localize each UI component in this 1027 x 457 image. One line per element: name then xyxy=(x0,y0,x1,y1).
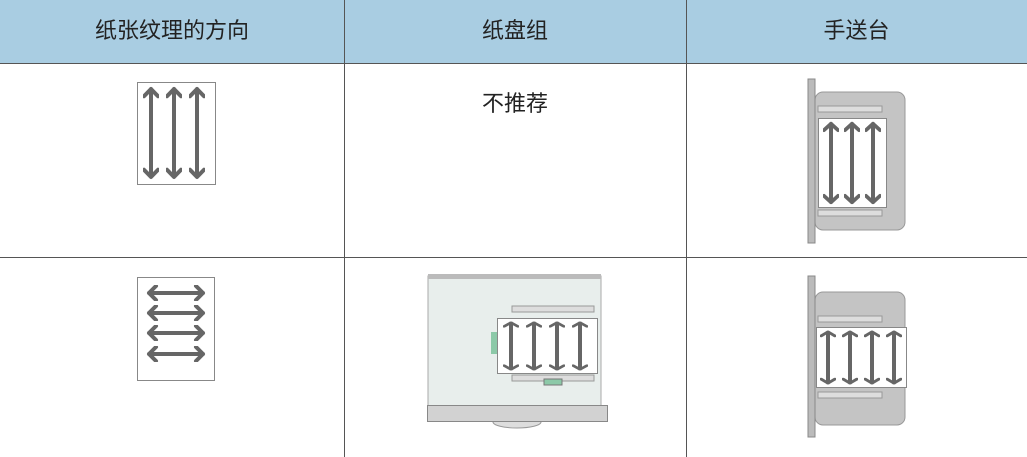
bypass-tray-vertical xyxy=(807,78,906,244)
header-cell: 手送台 xyxy=(823,19,890,44)
cell-text: 不推荐 xyxy=(481,92,548,117)
header-bg xyxy=(0,0,1027,63)
grain-horizontal xyxy=(137,277,215,381)
bypass-tray-horizontal xyxy=(807,275,907,438)
grain-vertical xyxy=(137,82,216,185)
header-cell: 纸张纹理的方向 xyxy=(94,19,249,44)
tray-illustration xyxy=(427,274,608,429)
header-cell: 纸盘组 xyxy=(481,19,548,44)
